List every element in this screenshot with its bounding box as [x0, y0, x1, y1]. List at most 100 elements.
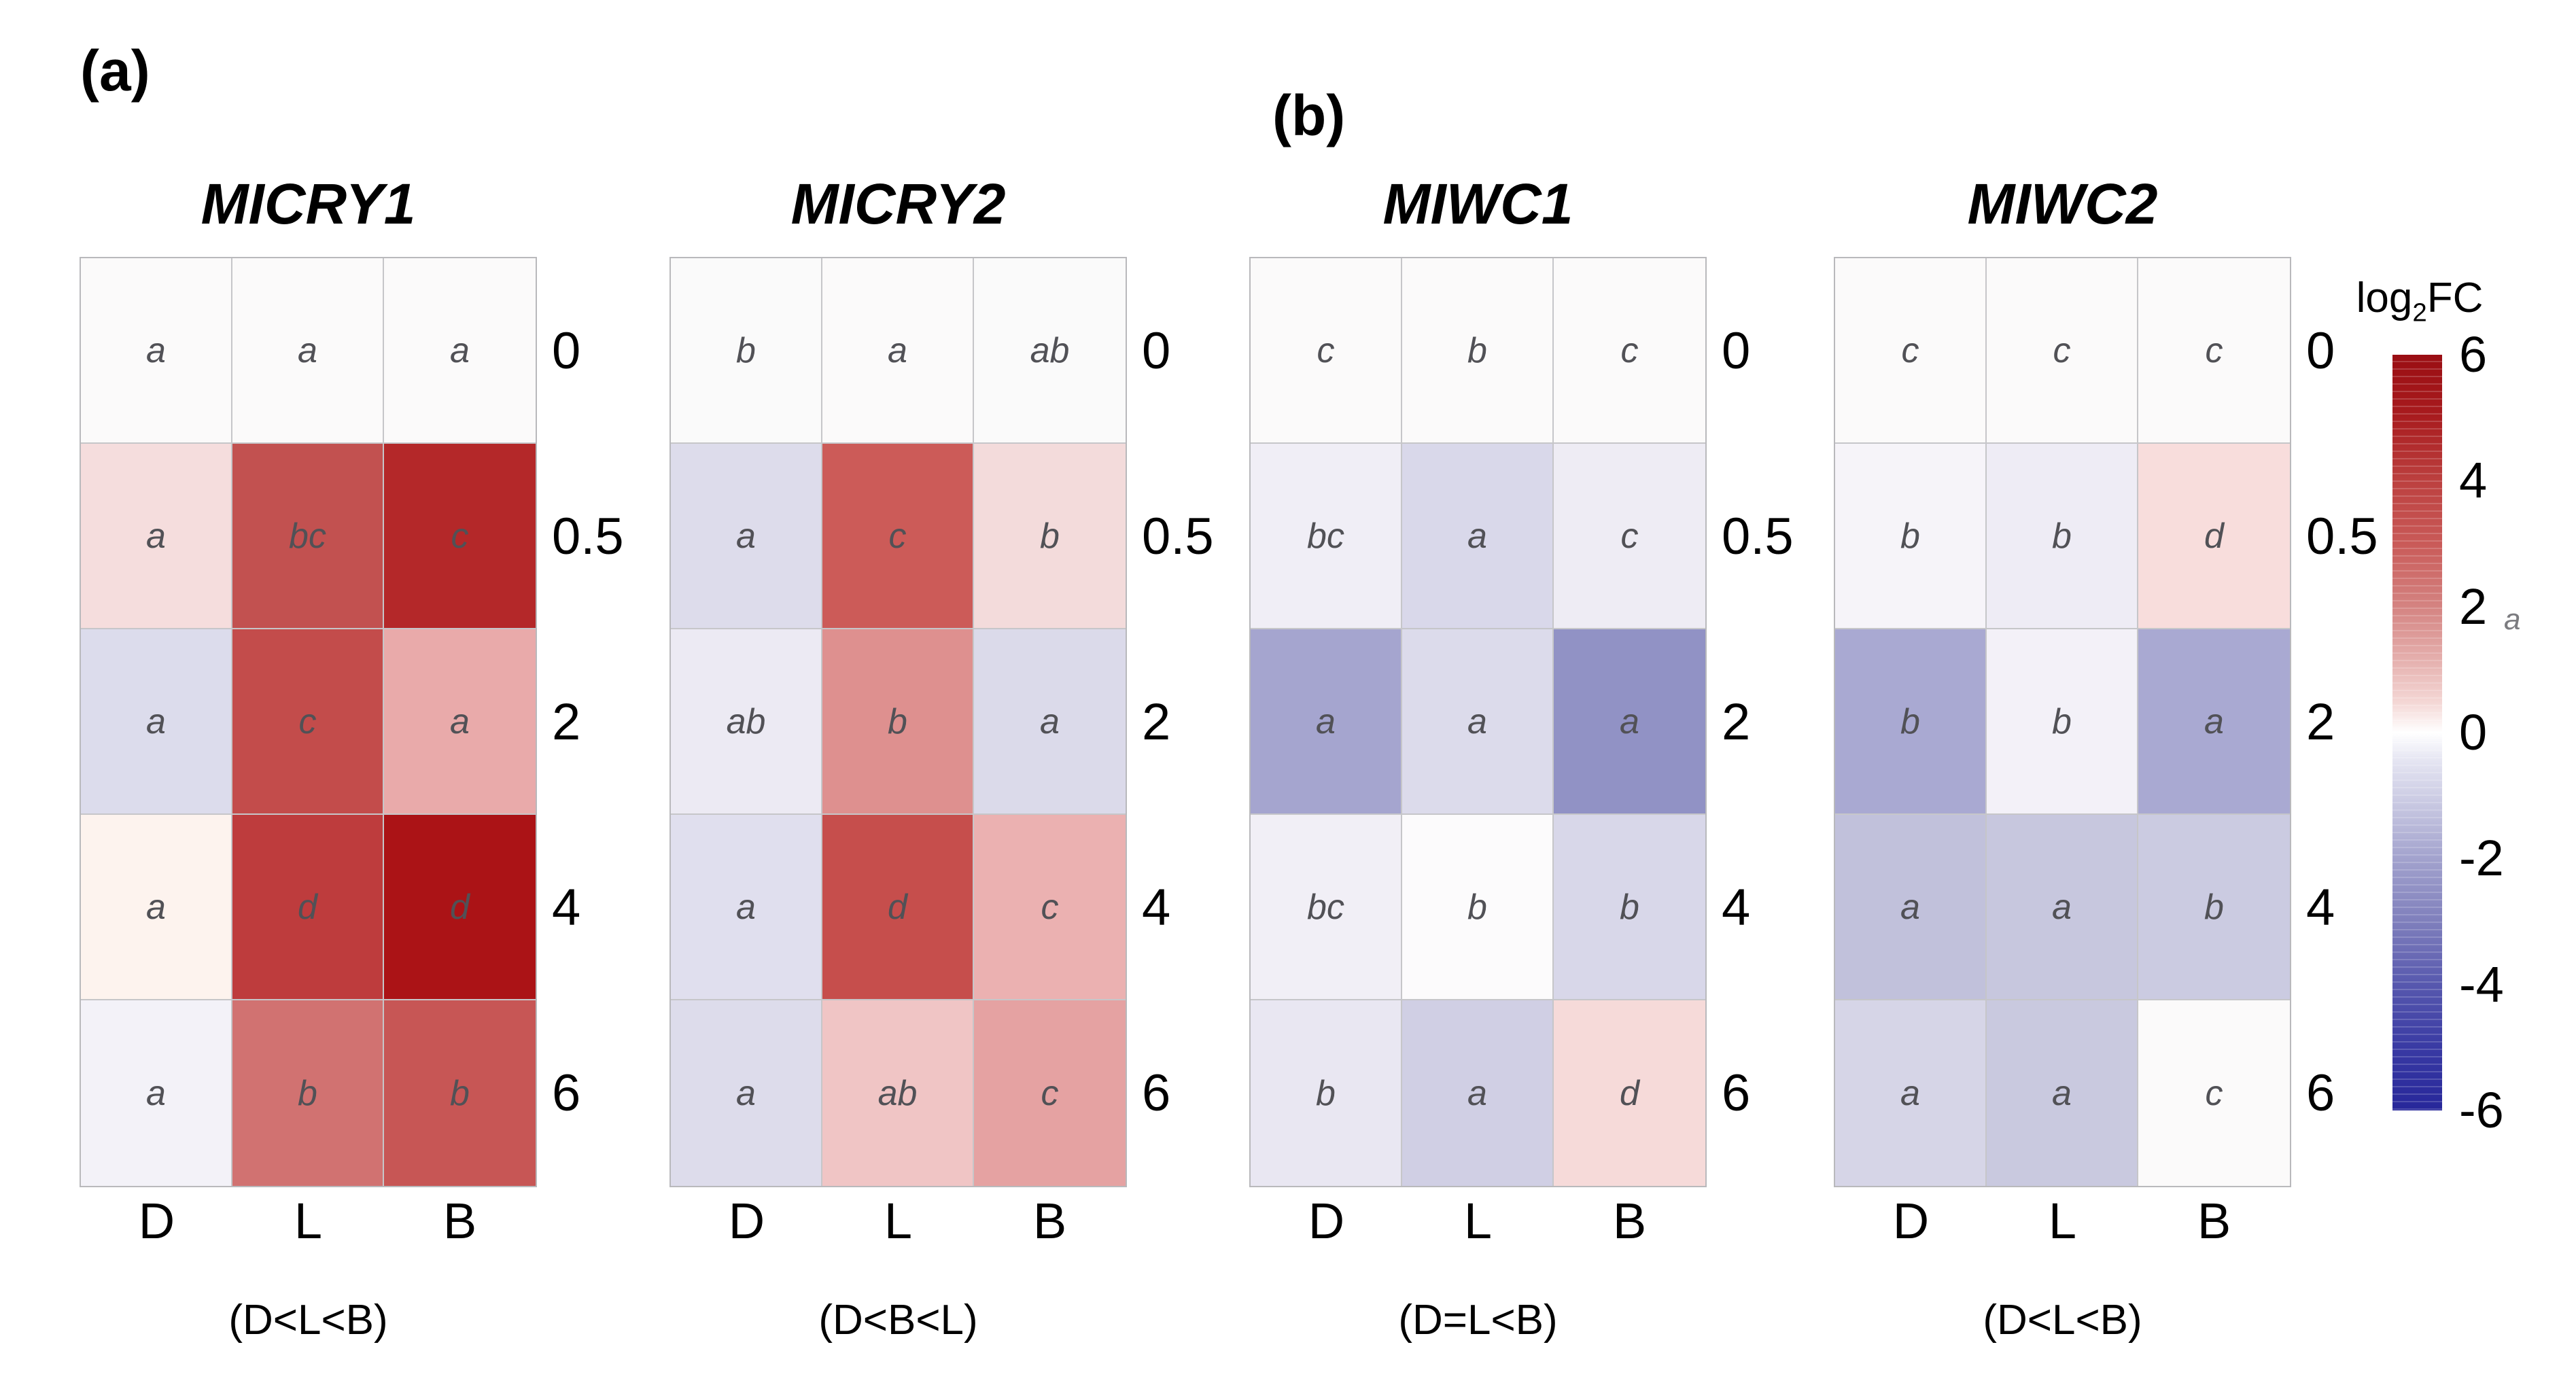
- heatmap-grid-micry2: b a ab a c b ab b a a d c a ab c: [669, 257, 1127, 1187]
- significance-letter: a: [1467, 516, 1487, 556]
- heatmap-cell: a: [1987, 1000, 2138, 1186]
- col-label-b: B: [442, 1193, 477, 1249]
- colorbar-title: log2FC: [2325, 277, 2515, 326]
- heatmap-cell: b: [671, 258, 822, 444]
- significance-letter: a: [146, 1073, 166, 1113]
- heatmap-cell: a: [974, 629, 1126, 815]
- significance-letter: bc: [1307, 887, 1344, 927]
- row-label-4: 4: [1722, 878, 1751, 936]
- significance-letter: b: [2052, 516, 2072, 556]
- significance-letter: b: [298, 1073, 317, 1113]
- heatmap-title-micry1: MICRY1: [201, 172, 416, 236]
- significance-letter: a: [146, 701, 166, 741]
- significance-letter: c: [1620, 330, 1639, 370]
- significance-letter: c: [1041, 1073, 1059, 1113]
- col-label-d: D: [1308, 1193, 1345, 1249]
- significance-letter: d: [888, 887, 907, 927]
- significance-letter: a: [1467, 1073, 1487, 1113]
- heatmap-cell: a: [81, 629, 232, 815]
- heatmap-cell: a: [384, 629, 536, 815]
- colorbar-tick-2: 2: [2459, 578, 2488, 635]
- heatmap-cell: a: [1251, 629, 1402, 815]
- heatmap-cell: b: [1835, 444, 1987, 629]
- row-label-6: 6: [2306, 1064, 2335, 1122]
- row-label-4: 4: [2306, 878, 2335, 936]
- heatmap-cell: b: [1987, 629, 2138, 815]
- heatmap-cell: b: [1402, 815, 1554, 1000]
- significance-letter: ab: [1030, 330, 1070, 370]
- col-label-b: B: [1032, 1193, 1067, 1249]
- heatmap-cell: bc: [1251, 444, 1402, 629]
- colorbar-tick--6: -6: [2459, 1082, 2504, 1138]
- significance-letter: d: [2204, 516, 2224, 556]
- heatmap-cell: a: [1835, 815, 1987, 1000]
- heatmap-cell: b: [1554, 815, 1705, 1000]
- heatmap-cell: c: [1554, 258, 1705, 444]
- significance-letter: a: [1900, 1073, 1920, 1113]
- significance-letter: d: [298, 887, 317, 927]
- heatmap-cell: c: [1554, 444, 1705, 629]
- significance-letter: a: [736, 1073, 756, 1113]
- heatmap-cell: a: [671, 815, 822, 1000]
- heatmap-cell: a: [81, 444, 232, 629]
- colorbar-tick--4: -4: [2459, 956, 2504, 1013]
- col-label-b: B: [1612, 1193, 1647, 1249]
- row-label-6: 6: [1722, 1064, 1751, 1122]
- heatmap-cell: b: [1402, 258, 1554, 444]
- significance-letter: a: [146, 887, 166, 927]
- panel-a-label: (a): [80, 39, 150, 103]
- row-label-0: 0: [552, 321, 581, 380]
- significance-letter: a: [146, 516, 166, 556]
- heatmap-cell: d: [384, 815, 536, 1000]
- significance-letter: c: [2205, 1073, 2223, 1113]
- significance-letter: a: [450, 701, 470, 741]
- row-label-0.5: 0.5: [2306, 507, 2378, 565]
- col-label-d: D: [1892, 1193, 1930, 1249]
- significance-letter: c: [451, 516, 469, 556]
- heatmap-cell: b: [1251, 1000, 1402, 1186]
- heatmap-cell: c: [2138, 1000, 2290, 1186]
- heatmap-cell: b: [232, 1000, 384, 1186]
- row-label-6: 6: [1142, 1064, 1171, 1122]
- row-label-0: 0: [1722, 321, 1751, 380]
- col-label-d: D: [138, 1193, 175, 1249]
- significance-letter: c: [1620, 516, 1639, 556]
- significance-letter: c: [1901, 330, 1919, 370]
- colorbar-title-suffix: FC: [2426, 275, 2484, 321]
- heatmap-cell: ab: [671, 629, 822, 815]
- heatmap-cell: a: [384, 258, 536, 444]
- colorbar-title-subscript: 2: [2412, 298, 2427, 328]
- panel-b-label: (b): [1272, 84, 1346, 147]
- heatmap-cell: a: [81, 1000, 232, 1186]
- row-label-2: 2: [1722, 692, 1751, 751]
- heatmap-cell: d: [822, 815, 974, 1000]
- row-label-2: 2: [2306, 692, 2335, 751]
- col-label-d: D: [728, 1193, 765, 1249]
- col-label-l: L: [2048, 1193, 2077, 1249]
- heatmap-cell: a: [822, 258, 974, 444]
- colorbar-tick-6: 6: [2459, 326, 2488, 383]
- significance-letter: c: [2205, 330, 2223, 370]
- significance-letter: a: [450, 330, 470, 370]
- heatmap-cell: d: [232, 815, 384, 1000]
- significance-letter: c: [298, 701, 317, 741]
- significance-letter: b: [2052, 701, 2072, 741]
- heatmap-cell: a: [1554, 629, 1705, 815]
- row-label-0: 0: [1142, 321, 1171, 380]
- colorbar-stray-letter: a: [2504, 603, 2521, 636]
- col-label-l: L: [884, 1193, 913, 1249]
- heatmap-cell: a: [671, 1000, 822, 1186]
- heatmap-caption-miwc1: (D=L<B): [1398, 1297, 1558, 1344]
- significance-letter: b: [2204, 887, 2224, 927]
- heatmap-cell: a: [1402, 1000, 1554, 1186]
- row-label-0: 0: [2306, 321, 2335, 380]
- significance-letter: a: [736, 887, 756, 927]
- significance-letter: a: [1620, 701, 1639, 741]
- colorbar-tick--2: -2: [2459, 830, 2504, 887]
- heatmap-cell: c: [1251, 258, 1402, 444]
- significance-letter: b: [1316, 1073, 1336, 1113]
- significance-letter: ab: [726, 701, 766, 741]
- significance-letter: b: [888, 701, 907, 741]
- significance-letter: a: [298, 330, 317, 370]
